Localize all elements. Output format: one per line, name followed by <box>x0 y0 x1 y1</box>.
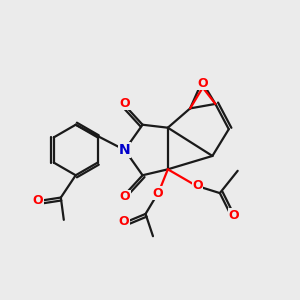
Text: O: O <box>152 187 163 200</box>
Text: O: O <box>229 209 239 222</box>
Text: O: O <box>32 194 43 207</box>
Text: O: O <box>192 179 203 192</box>
Text: O: O <box>197 76 208 90</box>
Text: O: O <box>119 97 130 110</box>
Text: O: O <box>119 190 130 203</box>
Text: N: N <box>119 143 130 157</box>
Text: O: O <box>119 215 130 228</box>
